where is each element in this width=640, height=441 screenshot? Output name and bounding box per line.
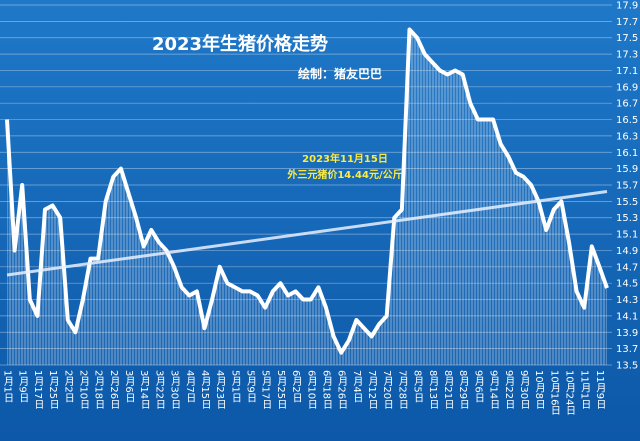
y-tick-label: 15.9 — [616, 164, 638, 175]
y-tick-label: 16.9 — [616, 82, 638, 93]
x-tick-label: 1月25日 — [47, 370, 59, 409]
x-tick-label: 5月1日 — [229, 370, 241, 403]
y-tick-label: 13.5 — [616, 361, 638, 372]
x-tick-label: 2月2日 — [62, 370, 74, 403]
trendline — [6, 190, 608, 277]
y-tick-label: 16.1 — [616, 148, 638, 159]
x-tick-label: 2月26日 — [108, 370, 120, 409]
x-tick-label: 4月15日 — [199, 370, 211, 409]
x-tick-label: 5月17日 — [260, 370, 272, 409]
x-tick-label: 8月29日 — [457, 370, 469, 409]
x-tick-label: 1月9日 — [17, 370, 29, 403]
area — [7, 29, 607, 365]
x-tick-label: 11月1日 — [579, 370, 591, 409]
y-tick-label: 17.5 — [616, 33, 638, 44]
y-tick-label: 16.5 — [616, 115, 638, 126]
y-tick-label: 14.5 — [616, 279, 638, 290]
x-tick-label: 10月16日 — [548, 370, 560, 415]
x-tick-label: 5月9日 — [245, 370, 257, 403]
line — [5, 27, 609, 355]
y-tick-label: 17.3 — [616, 50, 638, 61]
x-tick-label: 7月12日 — [366, 370, 378, 409]
x-tick-label: 7月4日 — [351, 370, 363, 403]
annotation: 2023年11月15日 — [302, 152, 388, 165]
x-tick-label: 8月5日 — [412, 370, 424, 403]
x-tick-label: 1月1日 — [2, 370, 14, 403]
x-tick-label: 8月13日 — [427, 370, 439, 409]
y-tick-label: 15.1 — [616, 230, 638, 241]
x-tick-label: 3月14日 — [138, 370, 150, 409]
y-tick-label: 16.3 — [616, 131, 638, 142]
x-tick-label: 8月21日 — [442, 370, 454, 409]
x-tick-label: 1月17日 — [32, 370, 44, 409]
x-tick-label: 5月25日 — [275, 370, 287, 409]
x-tick-label: 3月22日 — [153, 370, 165, 409]
y-tick-label: 15.7 — [616, 181, 638, 192]
y-tick-label: 17.1 — [616, 66, 638, 77]
x-tick-label: 2月10日 — [77, 370, 89, 409]
y-tick-label: 15.3 — [616, 213, 638, 224]
y-tick-label: 17.9 — [616, 1, 638, 12]
x-tick-label: 6月26日 — [336, 370, 348, 409]
y-tick-label: 14.7 — [616, 262, 638, 273]
annotation: 外三元猪价14.44元/公斤 — [286, 168, 402, 181]
chart-title: 2023年生猪价格走势 — [152, 33, 328, 55]
y-tick-label: 13.7 — [616, 344, 638, 355]
y-tick-label: 14.9 — [616, 246, 638, 257]
x-tick-label: 3月30日 — [169, 370, 181, 409]
x-tick-label: 3月6日 — [123, 370, 135, 403]
y-tick-label: 16.7 — [616, 99, 638, 110]
x-tick-label: 9月30日 — [518, 370, 530, 409]
x-tick-label: 6月18日 — [320, 370, 332, 409]
y-tick-label: 17.7 — [616, 17, 638, 28]
x-tick-label: 9月22日 — [503, 370, 515, 409]
y-tick-label: 14.3 — [616, 295, 638, 306]
x-tick-label: 9月6日 — [472, 370, 484, 403]
x-tick-label: 4月23日 — [214, 370, 226, 409]
x-tick-label: 6月2日 — [290, 370, 302, 403]
x-tick-label: 9月14日 — [488, 370, 500, 409]
x-tick-label: 11月9日 — [594, 370, 606, 409]
chart-subtitle: 绘制：猪友巴巴 — [298, 66, 382, 81]
x-tick-label: 7月28日 — [396, 370, 408, 409]
x-tick-label: 10月8日 — [533, 370, 545, 409]
y-tick-label: 13.9 — [616, 328, 638, 339]
x-tick-label: 6月10日 — [305, 370, 317, 409]
y-tick-label: 14.1 — [616, 311, 638, 322]
y-tick-label: 15.5 — [616, 197, 638, 208]
x-tick-label: 4月7日 — [184, 370, 196, 403]
x-tick-label: 7月20日 — [381, 370, 393, 409]
x-tick-label: 10月24日 — [564, 370, 576, 415]
x-tick-label: 2月18日 — [93, 370, 105, 409]
